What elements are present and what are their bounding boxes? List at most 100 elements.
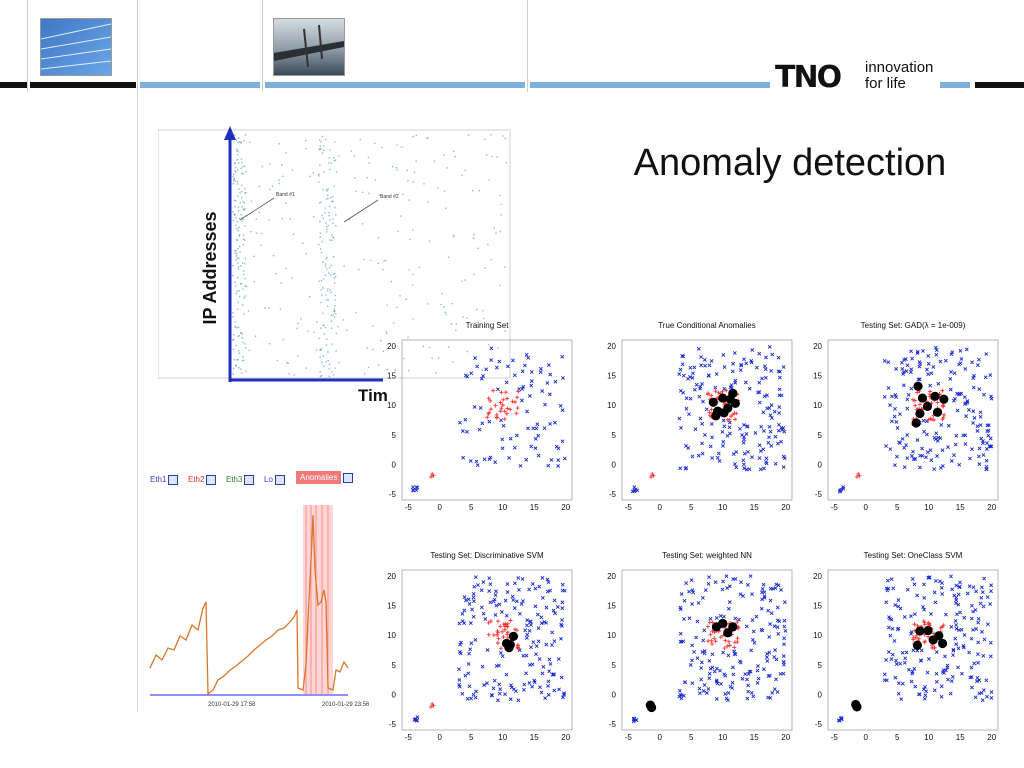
- ip-point: [268, 343, 271, 345]
- normal-point-marker: [690, 454, 695, 459]
- ip-point: [236, 257, 238, 259]
- normal-point-marker: [951, 398, 956, 403]
- normal-point-marker: [707, 363, 712, 368]
- detected-anomaly-marker: [725, 394, 735, 404]
- y-tick-label: 0: [818, 460, 823, 469]
- normal-point-marker: [721, 418, 726, 423]
- normal-point-marker: [554, 444, 559, 449]
- normal-point-marker: [517, 587, 521, 592]
- ip-point: [325, 222, 327, 224]
- anomaly-point-marker: [926, 634, 931, 639]
- normal-point-marker: [941, 668, 946, 672]
- normal-point-marker: [501, 423, 506, 428]
- anomaly-point-marker: [514, 411, 519, 416]
- normal-point-marker: [896, 604, 901, 609]
- checkbox-icon[interactable]: [274, 475, 285, 485]
- normal-point-marker: [894, 395, 899, 399]
- normal-point-marker: [488, 582, 493, 587]
- normal-point-marker: [902, 660, 907, 665]
- ip-point: [338, 155, 340, 157]
- normal-point-marker: [681, 354, 686, 359]
- normal-point-marker: [756, 664, 760, 668]
- ip-point: [382, 350, 384, 352]
- ip-point: [333, 311, 336, 313]
- checkbox-icon[interactable]: [206, 475, 217, 485]
- normal-point-marker: [485, 648, 490, 652]
- normal-point-marker: [546, 692, 551, 697]
- y-tick-label: -5: [609, 720, 617, 729]
- ip-point: [237, 350, 240, 352]
- normal-point-marker: [471, 595, 476, 600]
- y-tick-label: -5: [609, 490, 617, 499]
- normal-point-marker: [547, 669, 552, 674]
- x-tick-label: 10: [498, 733, 507, 742]
- normal-point-marker: [710, 665, 715, 670]
- normal-point-marker: [839, 717, 844, 721]
- ip-point: [318, 175, 320, 177]
- normal-point-marker: [524, 352, 529, 357]
- ip-point: [400, 215, 402, 217]
- normal-point-marker: [457, 667, 461, 672]
- legend-anomalies[interactable]: Anomalies: [296, 471, 354, 485]
- anomaly-point-marker: [504, 632, 509, 637]
- legend-lo[interactable]: Lo: [264, 475, 285, 485]
- normal-point-marker: [956, 646, 961, 651]
- normal-point-marker: [900, 436, 905, 441]
- normal-point-marker: [527, 681, 532, 685]
- normal-point-marker: [721, 650, 726, 655]
- normal-point-marker: [929, 612, 933, 616]
- ip-point: [323, 145, 325, 147]
- ip-point: [239, 192, 241, 194]
- normal-point-marker: [950, 350, 955, 355]
- normal-point-marker: [691, 590, 696, 595]
- ip-point: [428, 346, 431, 349]
- normal-point-marker: [631, 716, 636, 721]
- normal-point-marker: [754, 365, 759, 370]
- ip-point: [320, 348, 323, 350]
- detected-anomaly-marker: [508, 631, 519, 641]
- normal-point-marker: [969, 616, 974, 621]
- checkbox-icon[interactable]: [168, 475, 179, 485]
- normal-point-marker: [694, 382, 699, 387]
- checkbox-icon[interactable]: [343, 473, 354, 483]
- normal-point-marker: [742, 451, 747, 456]
- normal-point-marker: [529, 645, 533, 650]
- normal-point-marker: [946, 423, 951, 428]
- y-tick-label: 15: [607, 372, 616, 381]
- normal-point-marker: [975, 363, 980, 368]
- normal-point-marker: [899, 360, 904, 365]
- normal-point-marker: [975, 675, 980, 680]
- legend-eth3[interactable]: Eth3: [226, 475, 255, 485]
- anomaly-point-marker: [735, 636, 740, 641]
- checkbox-icon[interactable]: [244, 475, 255, 485]
- panel-title: Training Set: [466, 321, 510, 330]
- normal-point-marker: [542, 620, 547, 624]
- ip-point: [240, 265, 242, 267]
- normal-point-marker: [535, 612, 540, 617]
- legend-eth1[interactable]: Eth1: [150, 475, 179, 485]
- legend-eth2[interactable]: Eth2: [188, 475, 217, 485]
- normal-point-marker: [917, 377, 922, 382]
- ip-point: [232, 316, 234, 318]
- ip-point: [400, 146, 403, 148]
- normal-point-marker: [976, 660, 980, 665]
- ip-point: [276, 359, 279, 362]
- anomaly-point-marker: [486, 620, 491, 625]
- normal-point-marker: [903, 357, 908, 362]
- anomaly-point-marker: [486, 411, 491, 416]
- y-tick-label: 5: [818, 661, 823, 670]
- normal-point-marker: [977, 446, 982, 451]
- normal-point-marker: [977, 678, 982, 683]
- normal-point-marker: [777, 375, 782, 380]
- y-tick-label: 15: [387, 602, 396, 611]
- ip-point: [232, 367, 235, 370]
- ip-point: [288, 372, 290, 375]
- normal-point-marker: [953, 636, 958, 641]
- normal-point-marker: [702, 649, 707, 653]
- ip-point: [240, 141, 242, 143]
- normal-point-marker: [699, 355, 704, 359]
- normal-point-marker: [723, 691, 728, 696]
- ip-point: [385, 330, 387, 333]
- normal-point-marker: [411, 485, 415, 490]
- normal-point-marker: [467, 602, 472, 606]
